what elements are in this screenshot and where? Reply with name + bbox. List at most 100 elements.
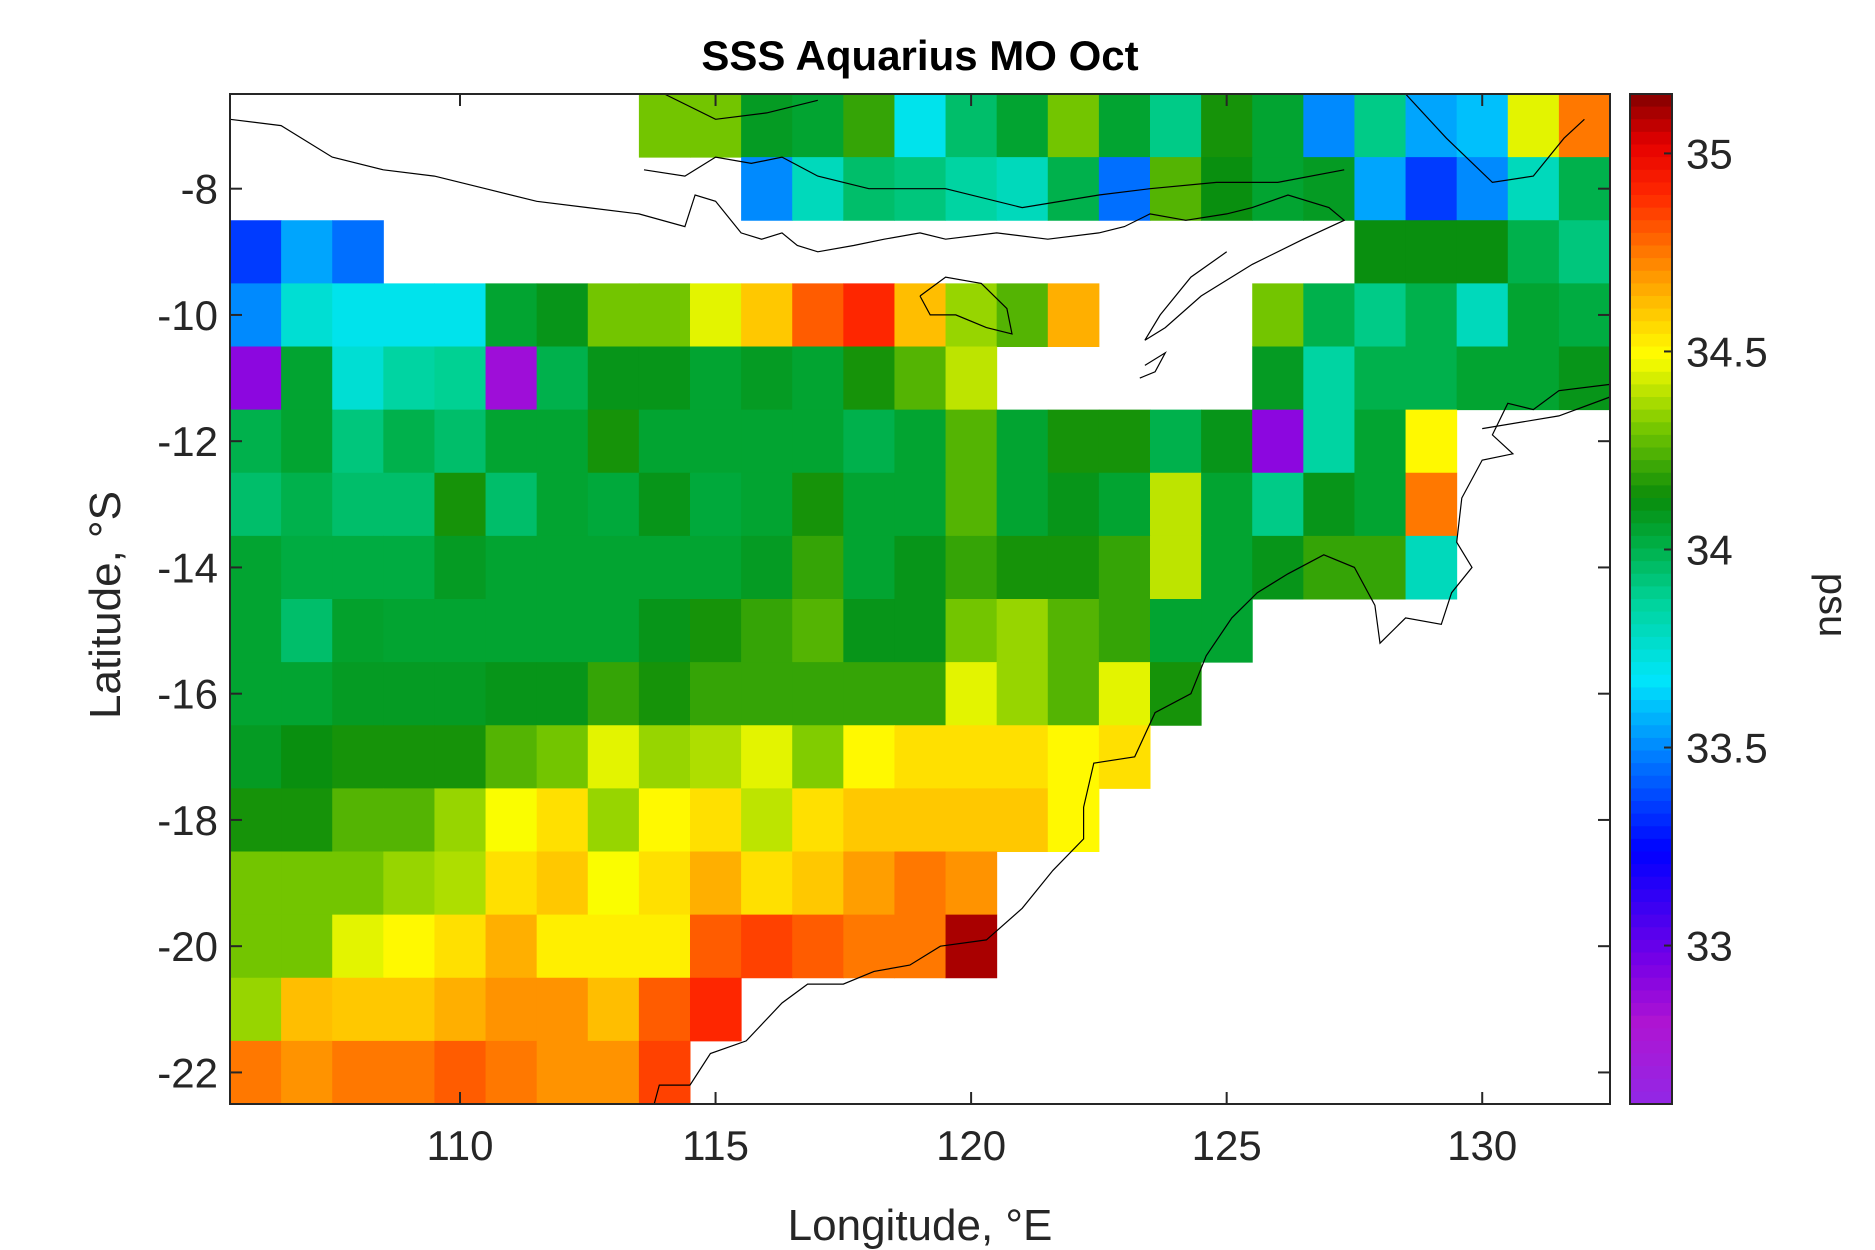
heatmap-cell [1098,599,1151,663]
heatmap-cell [792,662,844,726]
heatmap-cell [690,472,742,537]
heatmap-cell [485,914,538,979]
heatmap-cell [638,409,691,474]
colorbar-band [1630,1066,1672,1080]
heatmap-cell [996,283,1049,347]
colorbar-band [1630,573,1672,587]
heatmap-cell [587,409,640,474]
colorbar-band [1630,409,1672,423]
heatmap-cell [741,851,793,916]
heatmap-cell [587,599,640,663]
colorbar-band [1630,750,1672,764]
heatmap-cell [485,599,538,663]
heatmap-cell [996,94,1049,158]
heatmap-cell [945,472,998,537]
heatmap-cell [332,725,384,789]
heatmap-cell [230,346,282,411]
colorbar-band [1630,801,1672,815]
heatmap-cell [945,599,998,663]
heatmap-cell [1558,346,1611,411]
heatmap-cell [1507,220,1560,284]
colorbar-tick-label: 33.5 [1686,725,1768,772]
heatmap-cell [434,662,487,726]
heatmap-cell [843,283,895,347]
y-tick-label: -14 [157,544,218,591]
heatmap-cell [638,94,691,158]
plot-frame [229,93,1611,1105]
colorbar-band [1630,687,1672,701]
coastline-segment [664,93,818,120]
heatmap-cell [741,725,793,789]
colorbar-band [1630,1053,1672,1067]
heatmap-cell [792,725,844,789]
colorbar-band [1630,144,1672,158]
heatmap-cell [536,1040,589,1105]
heatmap-cell [1303,94,1355,158]
heatmap-cell [1047,472,1100,537]
heatmap-cell [741,283,793,347]
heatmap-cell [536,346,589,411]
heatmap-cell [332,472,384,537]
heatmap-cell [485,788,538,852]
heatmap-cell [1507,157,1560,221]
colorbar-band [1630,977,1672,991]
colorbar-band [1630,397,1672,411]
heatmap-cell [690,599,742,663]
heatmap-cell [690,977,742,1042]
colorbar-band [1630,914,1672,928]
colorbar-tick-label: 34.5 [1686,328,1768,375]
heatmap-cell [690,914,742,979]
heatmap-cell [1047,662,1100,726]
heatmap-cell [792,914,844,979]
colorbar-tick-label: 34 [1686,526,1733,573]
heatmap-cell [230,725,282,789]
colorbar-band [1630,296,1672,310]
x-tick-label: 120 [936,1122,1006,1169]
colorbar-band [1630,838,1672,853]
heatmap-cell [383,409,435,474]
heatmap-cell [1150,94,1202,158]
colorbar-band [1630,548,1672,562]
heatmap-cell [638,662,691,726]
colorbar-band [1630,864,1672,878]
y-tick-label: -10 [157,292,218,339]
heatmap-cell [945,409,998,474]
heatmap-cell [536,851,589,916]
heatmap-cell [843,346,895,411]
colorbar-band [1630,813,1672,827]
colorbar-band [1630,258,1672,272]
heatmap-cell [1405,220,1458,284]
heatmap-cell [1252,535,1304,600]
heatmap-cell [1047,409,1100,474]
colorbar-band [1630,510,1672,524]
x-tick-label: 115 [682,1122,749,1169]
colorbar-band [1630,788,1672,802]
heatmap-cell [587,283,640,347]
colorbar-band [1630,523,1672,537]
heatmap-cell [843,94,895,158]
colorbar-band [1630,131,1672,146]
heatmap-cell [281,472,333,537]
heatmap-cell [1098,535,1151,600]
heatmap-cell [1354,94,1407,158]
y-tick-label: -22 [157,1049,218,1096]
heatmap-cell [332,535,384,600]
colorbar-band [1630,889,1672,903]
heatmap-cell [1150,472,1202,537]
heatmap-cell [281,662,333,726]
heatmap-cell [894,346,947,411]
heatmap-cell [1354,346,1407,411]
heatmap-cell [1354,535,1407,600]
heatmap-cell [945,725,998,789]
heatmap-cell [996,725,1049,789]
heatmap-cell [945,788,998,852]
heatmap-cell [792,346,844,411]
heatmap-cell [1456,283,1509,347]
heatmap-cell [383,788,435,852]
heatmap-cell [1252,346,1304,411]
heatmap-cell [894,535,947,600]
heatmap-cell [1558,220,1611,284]
heatmap-cell [741,94,793,158]
heatmap-cell [281,535,333,600]
